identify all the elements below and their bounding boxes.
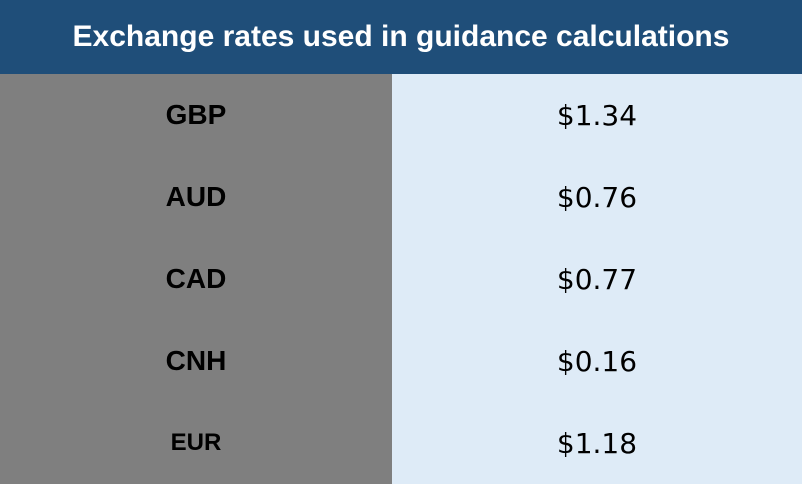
currency-code: EUR (0, 402, 392, 484)
table-title: Exchange rates used in guidance calculat… (0, 0, 802, 74)
table-row: CAD $0.77 (0, 238, 802, 320)
table-row: GBP $1.34 (0, 74, 802, 156)
exchange-rate: $0.16 (392, 320, 802, 402)
currency-code: CNH (0, 320, 392, 402)
currency-code: AUD (0, 156, 392, 238)
currency-code: GBP (0, 74, 392, 156)
table-row: EUR $1.18 (0, 402, 802, 484)
exchange-rate: $0.76 (392, 156, 802, 238)
table-body: GBP $1.34 AUD $0.76 CAD $0.77 CNH $0.16 EUR $1.18 (0, 74, 802, 484)
exchange-rate: $1.34 (392, 74, 802, 156)
exchange-rate: $1.18 (392, 402, 802, 484)
exchange-rate: $0.77 (392, 238, 802, 320)
table-row: AUD $0.76 (0, 156, 802, 238)
table-row: CNH $0.16 (0, 320, 802, 402)
currency-code: CAD (0, 238, 392, 320)
